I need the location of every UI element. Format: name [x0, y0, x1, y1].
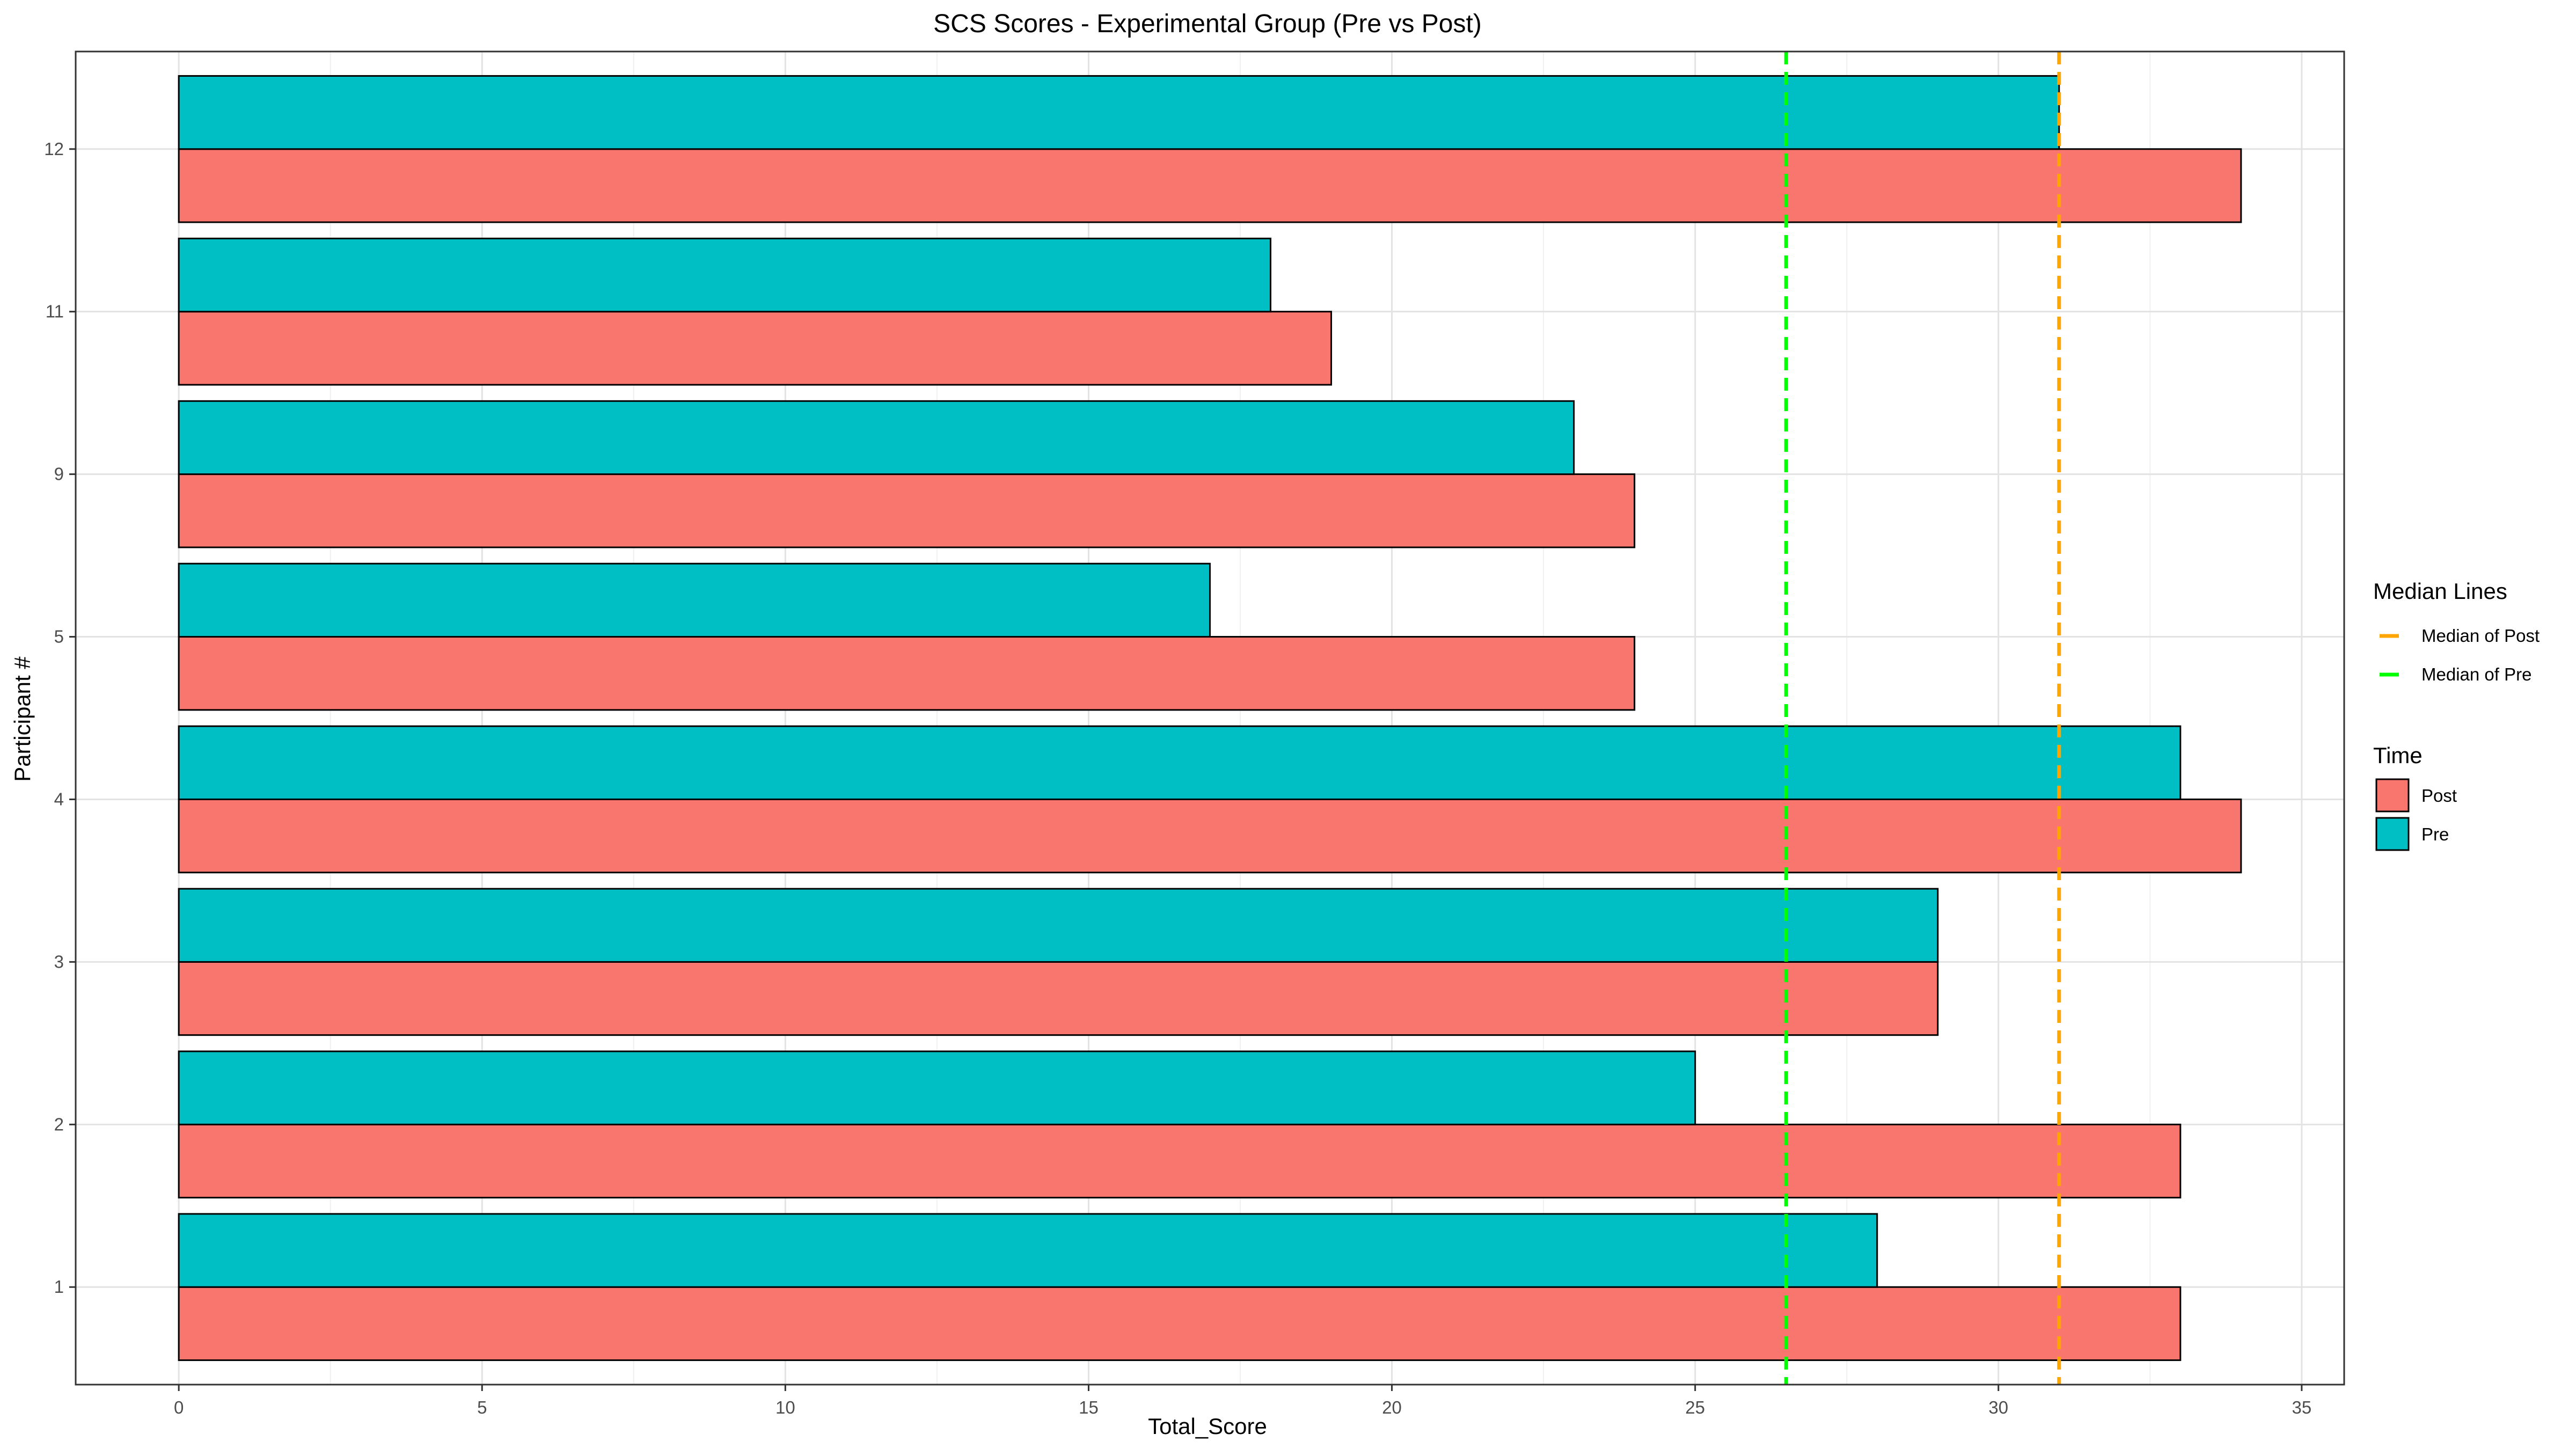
y-tick-label: 12 [44, 139, 64, 159]
legend-key-post [2375, 778, 2410, 813]
y-tick-label: 3 [54, 952, 64, 971]
x-tick-label: 25 [1685, 1397, 1705, 1417]
legend-label-median: Median of Post [2421, 626, 2540, 646]
plot-panel [75, 50, 2345, 1386]
legend-label-median: Median of Pre [2421, 664, 2531, 684]
x-tick-label: 35 [2292, 1397, 2312, 1417]
bar-pre-9 [178, 400, 1575, 475]
y-tick-label: 9 [54, 464, 64, 484]
bar-post-4 [178, 798, 2242, 874]
legend-key-pre [2375, 817, 2410, 851]
x-tick-label: 0 [174, 1397, 184, 1417]
x-tick-label: 15 [1079, 1397, 1099, 1417]
bar-post-3 [178, 961, 1939, 1036]
x-axis-ticks: 0 5 10 15 20 25 30 35 [174, 1385, 2311, 1417]
bar-post-9 [178, 473, 1636, 548]
x-tick-label: 20 [1382, 1397, 1402, 1417]
bar-pre-4 [178, 725, 2182, 800]
chart-title: SCS Scores - Experimental Group (Pre vs … [933, 10, 1482, 38]
y-tick-label: 5 [54, 627, 64, 647]
bar-post-1 [178, 1286, 2182, 1362]
bar-post-12 [178, 148, 2242, 223]
bar-pre-2 [178, 1050, 1696, 1125]
y-tick-label: 2 [54, 1114, 64, 1134]
y-tick-label: 4 [54, 789, 64, 809]
y-tick-label: 1 [54, 1277, 64, 1297]
y-axis-title: Participant # [10, 656, 35, 782]
bar-post-5 [178, 636, 1636, 711]
legend-title-time: Time [2373, 743, 2423, 768]
bar-post-2 [178, 1123, 2182, 1199]
legend-label-time: Pre [2421, 824, 2449, 844]
bar-pre-5 [178, 562, 1211, 638]
bar-pre-1 [178, 1213, 1878, 1288]
bar-pre-12 [178, 75, 2060, 150]
x-axis-title: Total_Score [1148, 1414, 1267, 1439]
bar-pre-11 [178, 237, 1272, 313]
legend-label-time: Post [2421, 786, 2457, 806]
legend-title-median: Median Lines [2373, 579, 2507, 604]
y-tick-label: 11 [46, 302, 64, 321]
bar-post-11 [178, 311, 1333, 386]
legend: Median Lines Median of Post Median of Pre T… [2373, 579, 2540, 851]
panel-border [75, 50, 2345, 1386]
x-tick-label: 5 [477, 1397, 487, 1417]
bar-pre-3 [178, 888, 1939, 963]
x-tick-label: 30 [1988, 1397, 2008, 1417]
x-tick-label: 10 [775, 1397, 795, 1417]
